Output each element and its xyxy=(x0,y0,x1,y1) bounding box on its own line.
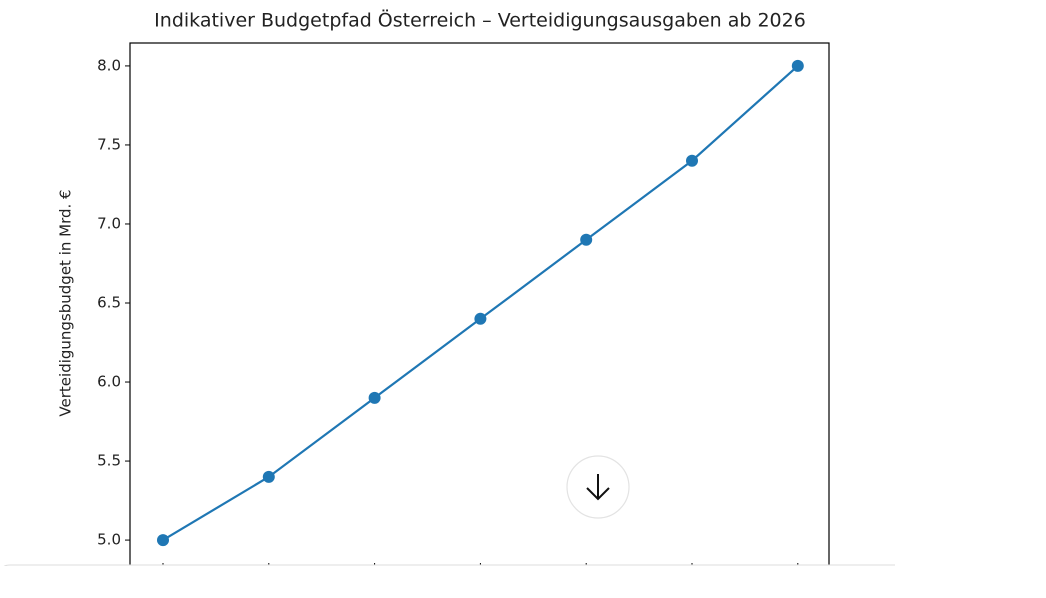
y-tick-label: 5.0 xyxy=(97,531,121,549)
y-tick-label: 6.5 xyxy=(97,294,121,312)
marker xyxy=(474,312,487,325)
y-tick-label: 5.5 xyxy=(97,452,121,470)
y-axis-label: Verteidigungsbudget in Mrd. € xyxy=(57,189,75,416)
marker xyxy=(580,233,593,246)
composer-area xyxy=(0,566,1046,598)
y-tick-label: 7.5 xyxy=(97,135,121,153)
scroll-arrow[interactable] xyxy=(586,474,610,501)
marker xyxy=(262,470,275,483)
y-tick-label: 7.0 xyxy=(97,214,121,232)
scroll-button[interactable] xyxy=(566,455,630,519)
marker xyxy=(157,534,169,547)
marker xyxy=(686,154,698,167)
chart-title: Indikativer Budgetpfad Österreich – Vert… xyxy=(154,9,806,32)
marker xyxy=(791,59,804,72)
y-tick-label: 8.0 xyxy=(97,56,121,74)
plot: 5.0 5.5 6.0 6.5 7.0 7.5 8.0 xyxy=(97,56,804,569)
y-tick-label: 6.0 xyxy=(97,373,121,391)
plot-frame xyxy=(129,42,830,598)
line xyxy=(162,65,799,542)
marker xyxy=(368,391,381,404)
